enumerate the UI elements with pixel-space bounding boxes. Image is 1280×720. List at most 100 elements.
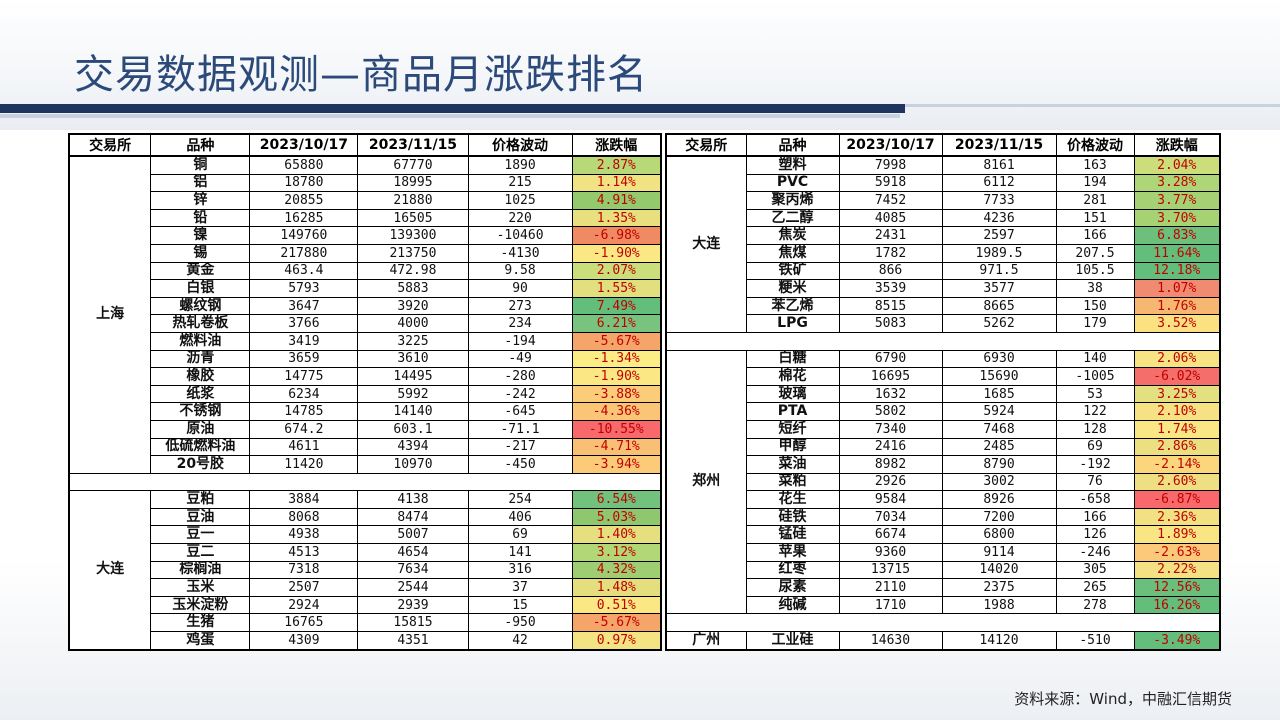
pct-change-cell: -5.67% — [571, 331, 662, 351]
price-change-cell: 406 — [467, 507, 573, 527]
header-date-end: 2023/11/15 — [941, 133, 1057, 157]
price-change-cell: -217 — [467, 437, 573, 457]
pct-change-cell: 3.12% — [571, 543, 662, 562]
table-row: 锰硅 6674 6800 126 1.89% — [666, 525, 1221, 545]
price-end-cell: 2375 — [941, 578, 1057, 597]
price-end-cell: 4236 — [941, 208, 1057, 228]
pct-change-cell: 2.86% — [1133, 437, 1221, 457]
price-change-cell: 105.5 — [1055, 261, 1135, 281]
variety-cell: 螺纹钢 — [150, 296, 251, 316]
price-start-cell: 4611 — [249, 437, 359, 457]
price-end-cell: 4000 — [357, 314, 469, 333]
table-row: 花生 9584 8926 -658 -6.87% — [666, 490, 1221, 509]
table-row: 硅铁 7034 7200 166 2.36% — [666, 507, 1221, 527]
price-change-cell: -280 — [467, 367, 573, 386]
pct-change-cell: 2.06% — [1133, 349, 1221, 369]
price-end-cell: 8790 — [941, 455, 1057, 474]
price-end-cell: 7200 — [941, 507, 1057, 527]
pct-change-cell: -5.67% — [571, 613, 662, 633]
pct-change-cell: -6.87% — [1133, 490, 1221, 509]
price-end-cell: 3002 — [941, 472, 1057, 492]
variety-cell: 红枣 — [745, 560, 840, 580]
pct-change-cell: -3.88% — [571, 384, 662, 404]
pct-change-cell: 16.26% — [1133, 595, 1221, 615]
pct-change-cell: 1.48% — [571, 578, 662, 597]
price-change-cell: -950 — [467, 613, 573, 633]
price-change-cell: -510 — [1055, 631, 1135, 651]
price-change-cell: 166 — [1055, 226, 1135, 245]
price-end-cell: 8926 — [941, 490, 1057, 509]
variety-cell: PTA — [745, 402, 840, 421]
exchange-cell: 上海 — [68, 155, 152, 474]
price-end-cell: 5883 — [357, 279, 469, 298]
header-price-change: 价格波动 — [1055, 133, 1135, 157]
price-end-cell: 15815 — [357, 613, 469, 633]
table-row: 螺纹钢 3647 3920 273 7.49% — [69, 296, 662, 316]
group-separator-row — [665, 331, 1221, 351]
variety-cell: LPG — [745, 314, 840, 333]
price-start-cell: 7318 — [249, 560, 359, 580]
price-end-cell: 5262 — [941, 314, 1057, 333]
table-row: 铝 18780 18995 215 1.14% — [69, 173, 662, 193]
table-row: 低硫燃料油 4611 4394 -217 -4.71% — [69, 437, 662, 457]
table-row: 锡 217880 213750 -4130 -1.90% — [69, 243, 662, 263]
pct-change-cell: 3.77% — [1133, 191, 1221, 210]
price-start-cell: 5802 — [838, 402, 943, 421]
price-end-cell: 5924 — [941, 402, 1057, 421]
header-date-start: 2023/10/17 — [249, 133, 359, 157]
price-change-cell: -1005 — [1055, 367, 1135, 386]
price-start-cell: 3539 — [838, 279, 943, 298]
variety-cell: 原油 — [150, 419, 251, 439]
table-row: 广州 工业硅 14630 14120 -510 -3.49% — [665, 631, 1221, 651]
pct-change-cell: -3.49% — [1133, 631, 1221, 651]
pct-change-cell: 4.91% — [571, 191, 662, 210]
price-start-cell: 217880 — [249, 243, 359, 263]
price-change-cell: 151 — [1055, 208, 1135, 228]
price-change-cell: -192 — [1055, 455, 1135, 474]
price-start-cell: 463.4 — [249, 261, 359, 281]
separator-cell — [68, 472, 662, 492]
table-row: 上海铜 65880 67770 1890 2.87% — [68, 155, 662, 474]
price-start-cell: 4309 — [249, 631, 359, 651]
price-change-cell: 141 — [467, 543, 573, 562]
price-start-cell: 16765 — [249, 613, 359, 633]
title-underline-light — [0, 114, 900, 118]
table-row: 苯乙烯 8515 8665 150 1.76% — [666, 296, 1221, 316]
table-row: 白银 5793 5883 90 1.55% — [69, 279, 662, 298]
price-change-cell: 220 — [467, 208, 573, 228]
price-change-cell: 281 — [1055, 191, 1135, 210]
table-row: 大连 豆粕 3884 4138 254 6.54% — [68, 490, 662, 651]
table-row: 乙二醇 4085 4236 151 3.70% — [666, 208, 1221, 228]
pct-change-cell: -4.71% — [571, 437, 662, 457]
table-row: 生猪 16765 15815 -950 -5.67% — [69, 613, 662, 633]
price-start-cell: 2110 — [838, 578, 943, 597]
price-change-cell: -645 — [467, 402, 573, 421]
table-row: 红枣 13715 14020 305 2.22% — [666, 560, 1221, 580]
price-end-cell: 2597 — [941, 226, 1057, 245]
price-change-cell: 265 — [1055, 578, 1135, 597]
price-change-cell: 163 — [1055, 155, 1135, 175]
price-end-cell: 139300 — [357, 226, 469, 245]
table-row: 玻璃 1632 1685 53 3.25% — [666, 384, 1221, 404]
price-change-cell: -194 — [467, 331, 573, 351]
pct-change-cell: 3.25% — [1133, 384, 1221, 404]
pct-change-cell: -6.02% — [1133, 367, 1221, 386]
group-separator-row — [68, 472, 662, 492]
pct-change-cell: 0.97% — [571, 631, 662, 651]
price-start-cell: 8982 — [838, 455, 943, 474]
table-row: 橡胶 14775 14495 -280 -1.90% — [69, 367, 662, 386]
variety-cell: 燃料油 — [150, 331, 251, 351]
price-start-cell: 8515 — [838, 296, 943, 316]
price-end-cell: 14020 — [941, 560, 1057, 580]
table-row: 玉米淀粉 2924 2939 15 0.51% — [69, 595, 662, 615]
price-change-cell: 207.5 — [1055, 243, 1135, 263]
price-change-cell: -4130 — [467, 243, 573, 263]
price-end-cell: 971.5 — [941, 261, 1057, 281]
table-row: 沥青 3659 3610 -49 -1.34% — [69, 349, 662, 369]
table-row: 铁矿 866 971.5 105.5 12.18% — [666, 261, 1221, 281]
price-end-cell: 3920 — [357, 296, 469, 316]
variety-cell: 玉米淀粉 — [150, 595, 251, 615]
price-change-cell: 128 — [1055, 419, 1135, 439]
pct-change-cell: 2.36% — [1133, 507, 1221, 527]
pct-change-cell: -1.90% — [571, 367, 662, 386]
